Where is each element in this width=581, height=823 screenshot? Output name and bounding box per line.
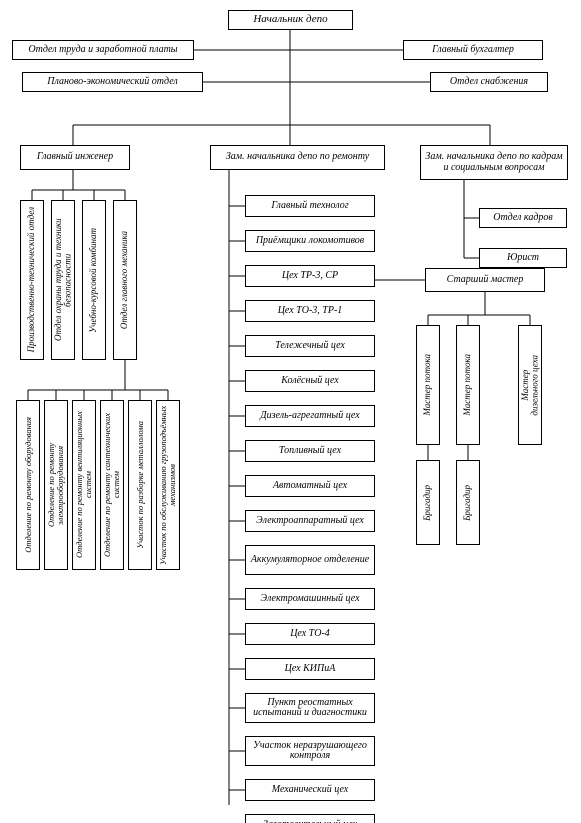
repair-item-5: Колёсный цех: [245, 370, 375, 392]
repair-item-16: Механический цех: [245, 779, 375, 801]
mech-sub-1: Отделение по ремонту электрооборудования: [44, 400, 68, 570]
repair-item-17: Заготовительный цех: [245, 814, 375, 823]
hr-sub-0: Отдел кадров: [479, 208, 567, 228]
mech-sub-2: Отделение по ремонту вентиляционных сист…: [72, 400, 96, 570]
eng-sub-1: Отдел охраны труда и техники безопасност…: [51, 200, 75, 360]
repair-item-12: Цех ТО-4: [245, 623, 375, 645]
repair-item-10: Аккумуляторное отделение: [245, 545, 375, 575]
repair-item-1: Приёмщики локомотивов: [245, 230, 375, 252]
repair-item-8: Автоматный цех: [245, 475, 375, 497]
master-2: Мастер дизельного цеха: [518, 325, 542, 445]
deputy-hr: Зам. начальника депо по кадрам и социаль…: [420, 145, 568, 180]
repair-item-0: Главный технолог: [245, 195, 375, 217]
dept-chief-accountant: Главный бухгалтер: [403, 40, 543, 60]
dept-plan-econ: Планово-экономический отдел: [22, 72, 203, 92]
repair-item-2: Цех ТР-3, СР: [245, 265, 375, 287]
mech-sub-0: Отделение по ремонту оборудования: [16, 400, 40, 570]
eng-sub-3: Отдел главного механика: [113, 200, 137, 360]
mech-sub-3: Отделение по ремонту сантехнических сист…: [100, 400, 124, 570]
repair-item-3: Цех ТО-3, ТР-1: [245, 300, 375, 322]
eng-sub-0: Производственно-технический отдел: [20, 200, 44, 360]
repair-item-6: Дизель-агрегатный цех: [245, 405, 375, 427]
repair-item-4: Тележечный цех: [245, 335, 375, 357]
master-1: Мастер потока: [456, 325, 480, 445]
chief-engineer: Главный инженер: [20, 145, 130, 170]
senior-master: Старший мастер: [425, 268, 545, 292]
root-box: Начальник депо: [228, 10, 353, 30]
brigadier-1: Бригадир: [456, 460, 480, 545]
mech-sub-4: Участок по разборке металлолома: [128, 400, 152, 570]
brigadier-0: Бригадир: [416, 460, 440, 545]
repair-item-7: Топливный цех: [245, 440, 375, 462]
dept-labor-wage: Отдел труда и заработной платы: [12, 40, 194, 60]
repair-item-13: Цех КИПиА: [245, 658, 375, 680]
repair-item-15: Участок неразрушающего контроля: [245, 736, 375, 766]
repair-item-11: Электромашинный цех: [245, 588, 375, 610]
deputy-repair: Зам. начальника депо по ремонту: [210, 145, 385, 170]
repair-item-9: Электроаппаратный цех: [245, 510, 375, 532]
master-0: Мастер потока: [416, 325, 440, 445]
hr-sub-1: Юрист: [479, 248, 567, 268]
eng-sub-2: Учебно-курсовой комбинат: [82, 200, 106, 360]
repair-item-14: Пункт реостатных испытаний и диагностики: [245, 693, 375, 723]
dept-supply: Отдел снабжения: [430, 72, 548, 92]
mech-sub-5: Участок по обслуживанию грузоподъёмных м…: [156, 400, 180, 570]
